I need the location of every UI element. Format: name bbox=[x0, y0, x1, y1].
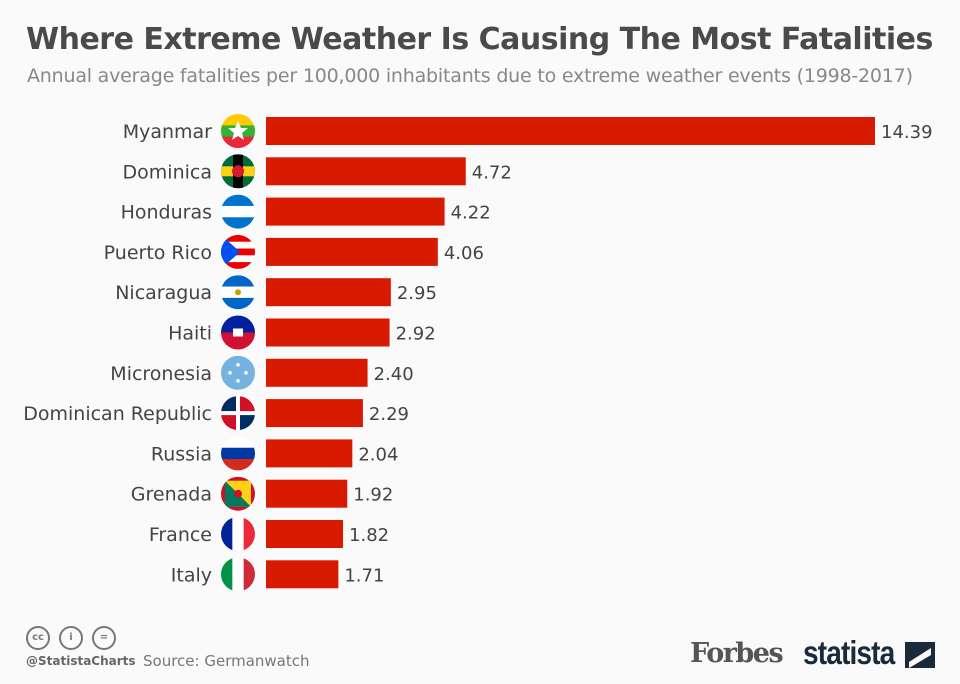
value-label: 1.71 bbox=[344, 565, 384, 586]
category-label: Haiti bbox=[168, 323, 212, 345]
bar-honduras bbox=[266, 197, 445, 226]
flag-icon-puerto-rico bbox=[221, 234, 255, 269]
flag-icon-dominica bbox=[221, 154, 255, 189]
category-label: Myanmar bbox=[123, 121, 212, 143]
by-icon: i bbox=[59, 626, 83, 650]
chart-subtitle: Annual average fatalities per 100,000 in… bbox=[27, 65, 913, 87]
twitter-handle: @StatistaCharts bbox=[26, 654, 136, 668]
flag-icon-nicaragua bbox=[221, 275, 255, 310]
category-label: Honduras bbox=[121, 202, 212, 224]
flag-icon-italy bbox=[221, 557, 255, 592]
bar-nicaragua bbox=[266, 278, 391, 307]
bar-france bbox=[266, 520, 344, 548]
category-label: Dominica bbox=[123, 161, 212, 183]
value-label: 1.92 bbox=[353, 485, 393, 506]
forbes-logo: Forbes bbox=[690, 638, 784, 669]
bar-chart: Myanmar 14.39 Dominica 4.72 Honduras 4.22 Puer… bbox=[23, 114, 933, 592]
cc-icon: cc bbox=[26, 626, 50, 650]
flag-icon-russia bbox=[221, 436, 255, 471]
bar-dominican-republic bbox=[266, 399, 363, 428]
flag-icon-honduras bbox=[221, 194, 255, 229]
bar-italy bbox=[266, 560, 339, 589]
flag-icon-france bbox=[221, 517, 255, 551]
chart-title: Where Extreme Weather Is Causing The Mos… bbox=[26, 22, 933, 57]
bar-myanmar bbox=[266, 117, 875, 145]
category-label: France bbox=[149, 524, 212, 546]
value-label: 2.40 bbox=[374, 364, 414, 385]
category-label: Puerto Rico bbox=[104, 242, 212, 264]
value-label: 1.82 bbox=[349, 525, 389, 546]
bar-puerto-rico bbox=[266, 237, 438, 266]
value-label: 4.06 bbox=[444, 243, 484, 264]
source: Source: Germanwatch bbox=[143, 652, 310, 670]
flag-icon-micronesia bbox=[221, 355, 255, 390]
value-label: 4.72 bbox=[472, 162, 512, 183]
value-label: 2.04 bbox=[358, 444, 398, 465]
category-label: Grenada bbox=[131, 484, 212, 506]
category-label: Italy bbox=[171, 564, 212, 586]
value-label: 14.39 bbox=[881, 122, 933, 143]
nd-icon: = bbox=[92, 626, 116, 650]
bar-haiti bbox=[266, 318, 390, 347]
value-label: 2.95 bbox=[397, 283, 437, 304]
bar-dominica bbox=[266, 157, 466, 186]
category-label: Dominican Republic bbox=[23, 403, 212, 425]
flag-icon-dominican-republic bbox=[221, 396, 255, 431]
bar-grenada bbox=[266, 479, 348, 508]
value-label: 2.92 bbox=[396, 324, 436, 345]
category-label: Micronesia bbox=[110, 363, 212, 385]
category-label: Russia bbox=[151, 443, 212, 465]
category-label: Nicaragua bbox=[115, 282, 212, 304]
flag-icon-haiti bbox=[221, 315, 255, 350]
statista-logo-icon bbox=[905, 642, 935, 668]
bar-micronesia bbox=[266, 358, 368, 387]
bar-russia bbox=[266, 439, 353, 468]
flag-icon-myanmar bbox=[221, 114, 255, 148]
value-label: 4.22 bbox=[451, 203, 491, 224]
value-label: 2.29 bbox=[369, 404, 409, 425]
flag-icon-grenada bbox=[221, 476, 255, 511]
statista-logo: statista bbox=[803, 634, 895, 671]
